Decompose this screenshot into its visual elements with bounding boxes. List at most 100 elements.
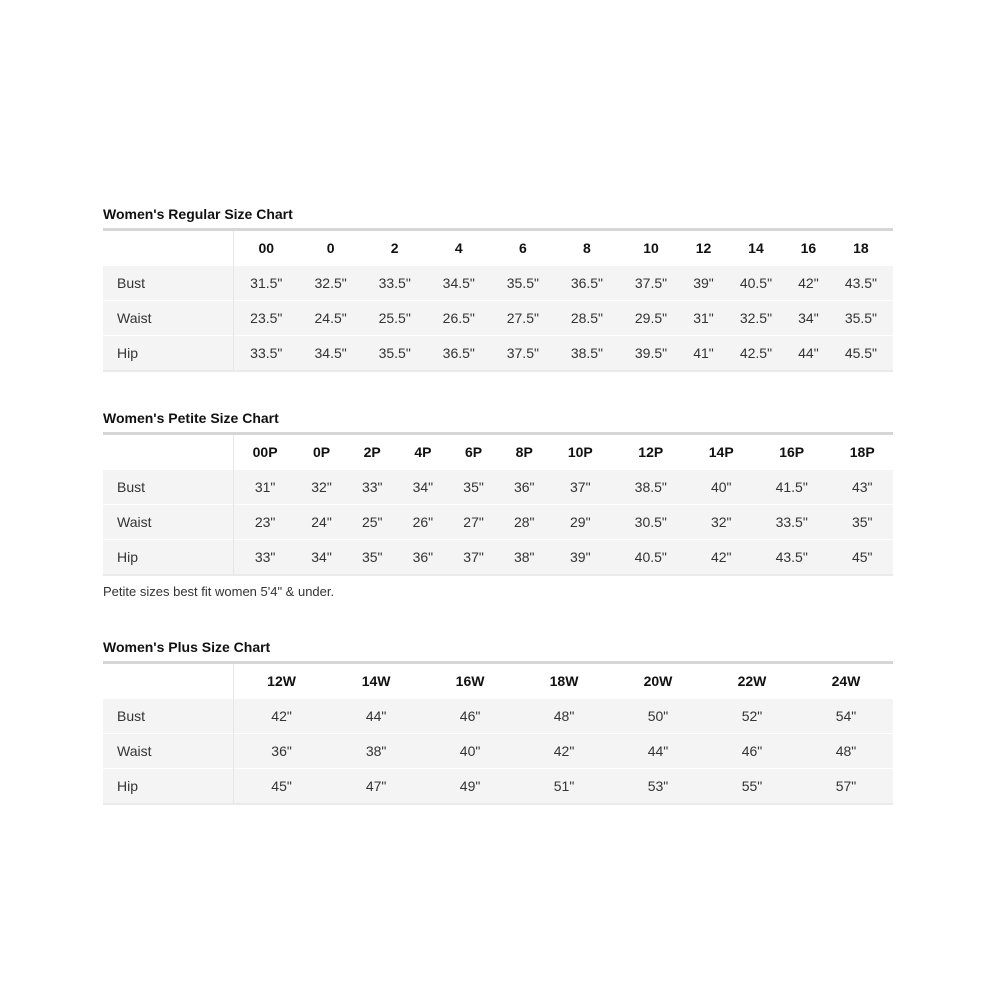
measurement-value: 33" (233, 539, 297, 576)
measurement-value: 30.5" (611, 504, 691, 540)
measurement-value: 40.5" (723, 265, 788, 301)
measurement-value: 47" (329, 768, 424, 805)
size-header: 10P (549, 433, 612, 470)
measurement-value: 41.5" (751, 469, 832, 505)
size-header: 0P (296, 433, 347, 470)
measurement-value: 34.5" (298, 335, 363, 372)
size-header: 16 (787, 229, 829, 266)
size-header: 16P (751, 433, 832, 470)
measurement-value: 38" (329, 733, 424, 769)
chart-title: Women's Plus Size Chart (103, 639, 271, 655)
measurement-value: 33.5" (362, 265, 427, 301)
table-row: Hip 33" 34" 35" 36" 37" 38" 39" 40.5" 42" 43.5" 45" (103, 539, 893, 576)
measurement-value: 28" (498, 504, 550, 540)
measurement-value: 27" (448, 504, 499, 540)
measurement-value: 37" (549, 469, 612, 505)
measurement-value: 41" (683, 335, 724, 372)
plus-size-chart: Women's Plus Size Chart 12W 14W 16W 18W 20W 2… (103, 637, 893, 805)
measurement-value: 43" (831, 469, 893, 505)
measurement-value: 37.5" (618, 265, 684, 301)
table-row: Bust 42" 44" 46" 48" 50" 52" 54" (103, 698, 893, 734)
size-table: 00 0 2 4 6 8 10 12 14 16 18 Bust 31.5" 32.5" 33.5" 34.5… (103, 228, 893, 372)
size-header: 14W (329, 662, 424, 699)
table-row: Waist 36" 38" 40" 42" 44" 46" 48" (103, 733, 893, 769)
corner-cell (103, 662, 234, 699)
chart-title: Women's Petite Size Chart (103, 410, 279, 426)
table-row: Bust 31" 32" 33" 34" 35" 36" 37" 38.5" 40" 41.5" 43… (103, 469, 893, 505)
size-header: 14P (690, 433, 752, 470)
size-header: 18 (828, 229, 893, 266)
measurement-value: 44" (787, 335, 829, 372)
table-row: Bust 31.5" 32.5" 33.5" 34.5" 35.5" 36.5" 37.5" 3… (103, 265, 893, 301)
measurement-value: 32" (296, 469, 347, 505)
measurement-value: 35" (831, 504, 893, 540)
measurement-value: 38" (498, 539, 550, 576)
measurement-value: 43.5" (751, 539, 832, 576)
regular-size-chart: Women's Regular Size Chart 00 0 2 4 6 8 10 12 14… (103, 204, 893, 372)
measurement-value: 35.5" (362, 335, 427, 372)
measurement-label: Hip (103, 335, 234, 372)
measurement-value: 27.5" (490, 300, 555, 336)
corner-cell (103, 229, 234, 266)
measurement-value: 33" (346, 469, 398, 505)
measurement-value: 39.5" (618, 335, 684, 372)
measurement-value: 34" (787, 300, 829, 336)
size-header: 14 (723, 229, 788, 266)
measurement-value: 36.5" (554, 265, 619, 301)
measurement-value: 31" (683, 300, 724, 336)
measurement-value: 32" (690, 504, 752, 540)
size-header: 12 (683, 229, 724, 266)
measurement-value: 38.5" (611, 469, 691, 505)
header-row: 00P 0P 2P 4P 6P 8P 10P 12P 14P 16P 18P (103, 433, 893, 470)
measurement-value: 35.5" (828, 300, 893, 336)
measurement-value: 57" (798, 768, 893, 805)
measurement-value: 34" (397, 469, 449, 505)
measurement-value: 33.5" (751, 504, 832, 540)
table-row: Hip 33.5" 34.5" 35.5" 36.5" 37.5" 38.5" 39.5" 41… (103, 335, 893, 372)
corner-cell (103, 433, 234, 470)
size-header: 20W (611, 662, 705, 699)
measurement-value: 32.5" (723, 300, 788, 336)
measurement-value: 54" (798, 698, 893, 734)
measurement-value: 42" (517, 733, 612, 769)
size-header: 18W (517, 662, 612, 699)
measurement-value: 36" (498, 469, 550, 505)
measurement-value: 55" (704, 768, 799, 805)
measurement-value: 29" (549, 504, 612, 540)
measurement-value: 24" (296, 504, 347, 540)
measurement-value: 52" (704, 698, 799, 734)
table-row: Hip 45" 47" 49" 51" 53" 55" 57" (103, 768, 893, 805)
size-header: 4P (397, 433, 449, 470)
measurement-value: 39" (549, 539, 612, 576)
measurement-value: 23" (233, 504, 297, 540)
table-row: Waist 23" 24" 25" 26" 27" 28" 29" 30.5" 32" 33.5" 3… (103, 504, 893, 540)
measurement-value: 23.5" (233, 300, 299, 336)
measurement-value: 44" (611, 733, 705, 769)
measurement-value: 25" (346, 504, 398, 540)
measurement-value: 37.5" (490, 335, 555, 372)
header-row: 12W 14W 16W 18W 20W 22W 24W (103, 662, 893, 699)
measurement-value: 40" (690, 469, 752, 505)
measurement-value: 26" (397, 504, 449, 540)
size-table: 00P 0P 2P 4P 6P 8P 10P 12P 14P 16P 18P Bust 31" 32" 33… (103, 432, 893, 576)
size-table: 12W 14W 16W 18W 20W 22W 24W Bust 42" 44" 46" 48" 50"… (103, 661, 893, 805)
size-header: 2P (346, 433, 398, 470)
size-header: 12P (611, 433, 691, 470)
measurement-value: 35.5" (490, 265, 555, 301)
size-header: 18P (831, 433, 893, 470)
measurement-value: 40" (423, 733, 518, 769)
measurement-value: 42" (787, 265, 829, 301)
measurement-label: Bust (103, 698, 234, 734)
measurement-value: 36" (233, 733, 330, 769)
measurement-value: 42" (690, 539, 752, 576)
measurement-value: 28.5" (554, 300, 619, 336)
measurement-value: 24.5" (298, 300, 363, 336)
measurement-value: 45.5" (828, 335, 893, 372)
size-header: 4 (426, 229, 491, 266)
measurement-label: Waist (103, 300, 234, 336)
size-header: 6 (490, 229, 555, 266)
measurement-value: 32.5" (298, 265, 363, 301)
measurement-value: 39" (683, 265, 724, 301)
size-header: 8 (554, 229, 619, 266)
measurement-value: 35" (346, 539, 398, 576)
